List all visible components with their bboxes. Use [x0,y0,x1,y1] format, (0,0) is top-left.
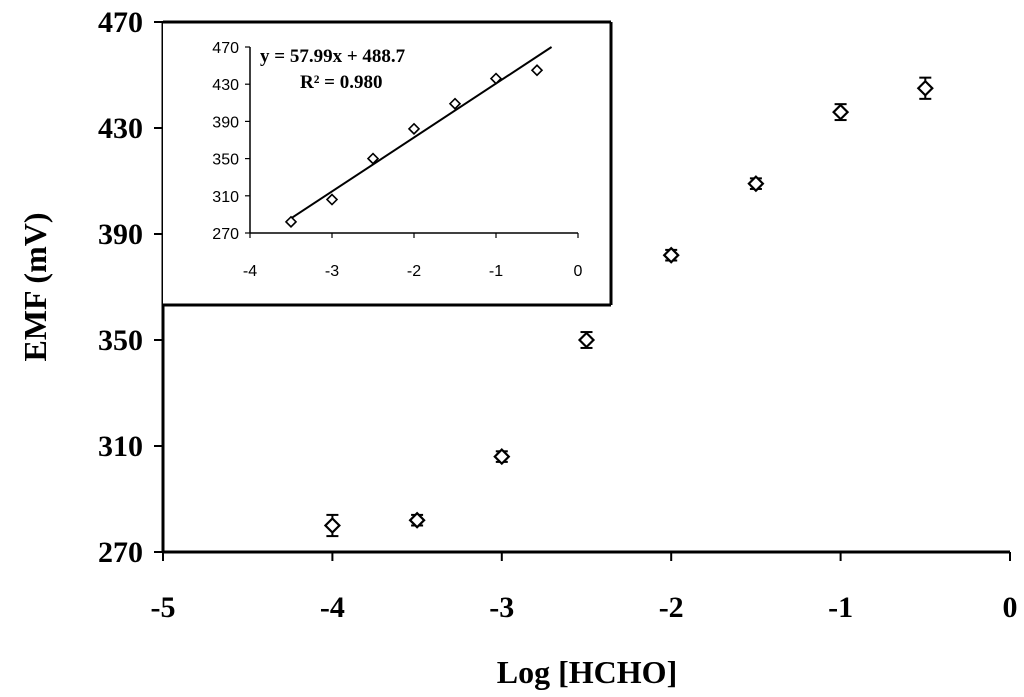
inset-y-ticks: 270 310 350 390 430 470 [212,40,250,243]
inset-data-point [366,152,380,165]
main-y-tick-label: 430 [98,112,143,145]
main-y-tick-label: 350 [98,324,143,357]
inset-y-tick-label: 430 [212,77,239,94]
data-point [323,516,341,535]
inset-x-tick-label: -1 [489,263,503,280]
inset-equation: y = 57.99x + 488.7 [260,46,406,67]
inset-x-tick-label: -4 [243,263,257,280]
inset-data-point [530,64,544,77]
main-y-tick-label: 270 [98,536,143,569]
inset-r-squared: R² = 0.980 [300,72,383,93]
main-y-tick-label: 390 [98,218,143,251]
main-x-tick-label: -3 [489,591,514,624]
inset-y-tick-label: 350 [212,152,239,169]
main-x-tick-label: -5 [151,591,176,624]
data-point [662,246,680,264]
inset-data-point [489,72,503,85]
inset-y-tick-label: 470 [212,40,239,57]
main-x-tick-label: 0 [1003,591,1018,624]
inset-data-point [407,122,421,135]
data-point [577,331,596,349]
data-point [408,511,426,529]
inset-points [284,64,544,228]
main-plot: -5 -4 -3 -2 -1 0 270 310 350 390 430 470 Log [HCHO… [17,6,1018,690]
main-y-tick-label: 310 [98,430,143,463]
data-point [493,448,511,466]
inset-x-ticks: -4 -3 -2 -1 0 [243,233,583,280]
inset-trendline [286,46,553,222]
inset-y-tick-label: 310 [212,189,239,206]
main-points [323,76,934,538]
inset-data-point [325,193,339,206]
inset-y-tick-label: 390 [212,114,239,131]
main-x-tick-label: -4 [320,591,345,624]
data-point [832,103,850,121]
y-axis-label: EMF (mV) [17,213,53,362]
main-x-tick-label: -2 [659,591,684,624]
inset-data-point [448,97,462,110]
main-y-tick-label: 470 [98,6,143,39]
x-axis-label: Log [HCHO] [497,654,677,690]
data-point [747,175,765,193]
inset-x-tick-label: 0 [574,263,583,280]
inset-x-tick-label: -2 [407,263,421,280]
inset-chart: -4 -3 -2 -1 0 270 310 350 390 430 470 y = 57.99x … [163,20,613,307]
inset-y-tick-label: 270 [212,226,239,243]
data-point [916,79,934,97]
main-y-ticks: 270 310 350 390 430 470 [98,6,163,569]
main-x-ticks: -5 -4 -3 -2 -1 0 [151,552,1018,624]
main-x-tick-label: -1 [828,591,853,624]
inset-x-tick-label: -3 [325,263,339,280]
inset-data-point [284,215,298,228]
trendline [286,46,553,222]
